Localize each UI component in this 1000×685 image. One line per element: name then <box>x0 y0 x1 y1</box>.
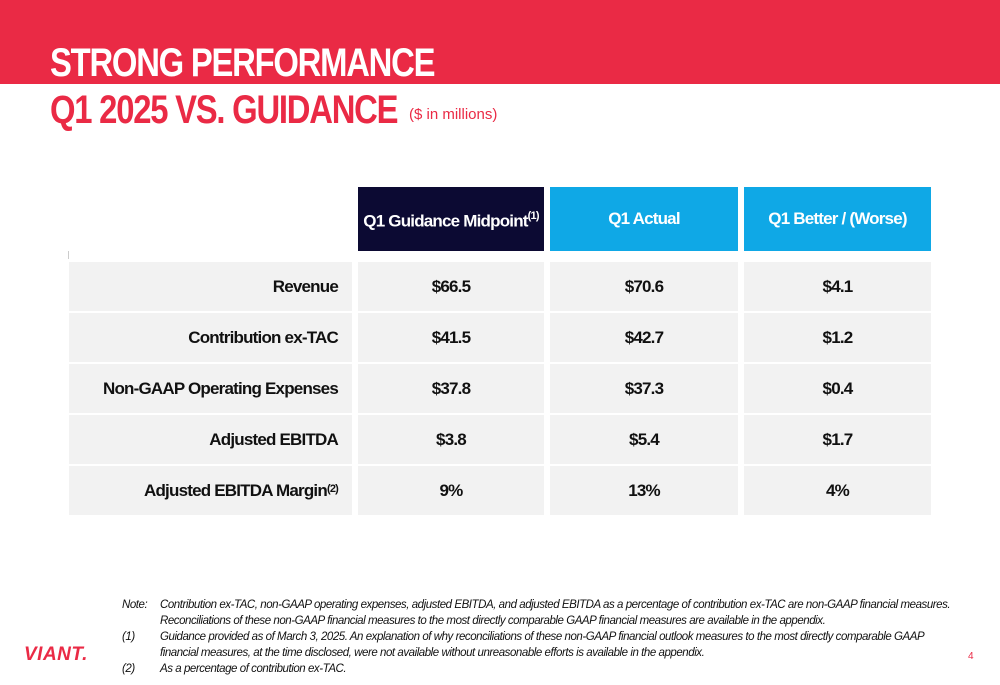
header-band <box>0 0 1000 84</box>
footnote-text: Contribution ex-TAC, non-GAAP operating … <box>160 599 951 627</box>
table-cell: $5.4 <box>550 415 738 464</box>
divider-mark <box>68 251 69 259</box>
footnote-key: (2) <box>122 663 135 675</box>
table-cell: $37.3 <box>550 364 738 413</box>
footnote-text: Guidance provided as of March 3, 2025. A… <box>160 631 924 659</box>
table-cell: $1.2 <box>744 313 931 362</box>
table-cell: $70.6 <box>550 262 738 311</box>
table-cell: $4.1 <box>744 262 931 311</box>
row-label-ebitda: Adjusted EBITDA <box>69 415 352 464</box>
table-cell: 9% <box>358 466 544 515</box>
table-cell: $3.8 <box>358 415 544 464</box>
footnote-item: (1) Guidance provided as of March 3, 202… <box>122 629 962 661</box>
footnote-key: (1) <box>122 631 135 643</box>
table-cell: $1.7 <box>744 415 931 464</box>
column-header-guidance: Q1 Guidance Midpoint(1) <box>358 187 544 251</box>
table-cell: 13% <box>550 466 738 515</box>
column-header-actual: Q1 Actual <box>550 187 738 251</box>
row-label-revenue: Revenue <box>69 262 352 311</box>
footnote-key: Note: <box>122 599 148 611</box>
table-cell: $37.8 <box>358 364 544 413</box>
table-cell: 4% <box>744 466 931 515</box>
row-label-contribution: Contribution ex-TAC <box>69 313 352 362</box>
footnote-item: Note: Contribution ex-TAC, non-GAAP oper… <box>122 597 962 629</box>
table-cell: $41.5 <box>358 313 544 362</box>
column-header-difference: Q1 Better / (Worse) <box>744 187 931 251</box>
footnote-marker: (2) <box>326 482 339 495</box>
table-cell: $0.4 <box>744 364 931 413</box>
row-label-text: Adjusted EBITDA Margin <box>144 480 328 500</box>
footnote-text: As a percentage of contribution ex-TAC. <box>160 663 347 675</box>
column-header-guidance-label: Q1 Guidance Midpoint <box>363 211 528 231</box>
page-title: STRONG PERFORMANCE <box>50 41 435 85</box>
units-label: ($ in millions) <box>409 106 498 123</box>
footnotes: Note: Contribution ex-TAC, non-GAAP oper… <box>122 597 962 677</box>
page-number: 4 <box>968 651 974 662</box>
footnote-item: (2) As a percentage of contribution ex-T… <box>122 661 962 677</box>
table-cell: $42.7 <box>550 313 738 362</box>
page-subtitle: Q1 2025 VS. GUIDANCE <box>50 88 398 132</box>
row-label-opex: Non-GAAP Operating Expenses <box>69 364 352 413</box>
table-cell: $66.5 <box>358 262 544 311</box>
footnote-marker: (1) <box>527 209 540 222</box>
row-label-ebitda-margin: Adjusted EBITDA Margin (2) <box>69 466 352 515</box>
viant-logo: VIANT. <box>24 644 88 665</box>
